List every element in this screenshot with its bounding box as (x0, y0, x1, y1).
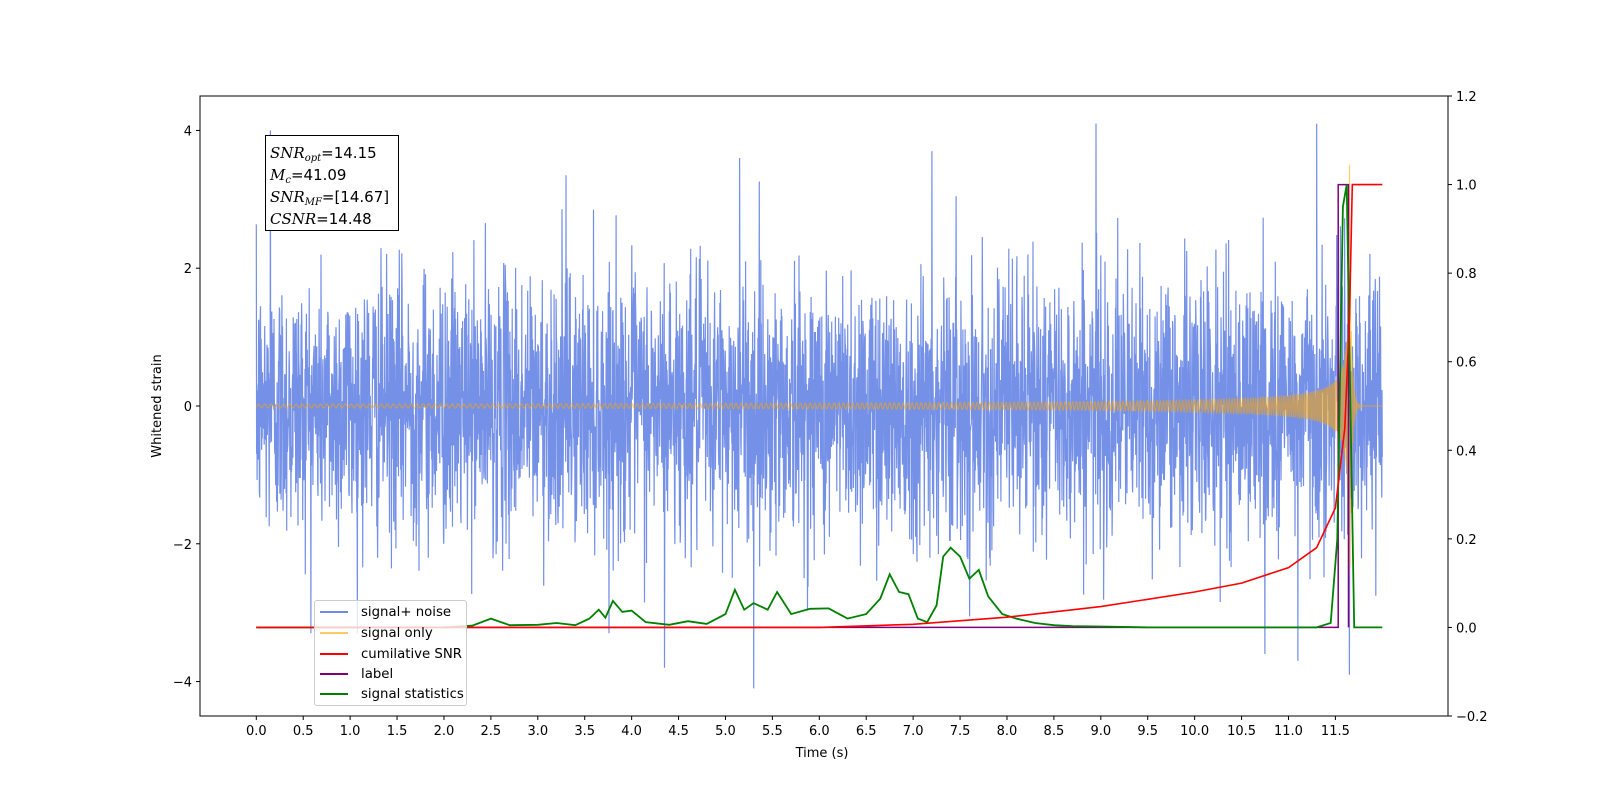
legend-item-cumulative-snr: cumilative SNR (320, 645, 462, 663)
x-tick-label: 5.0 (715, 724, 736, 739)
x-tick-label: 10.5 (1227, 724, 1256, 739)
snr-info-box: SNRopt=14.15 Mc=41.09 SNRMF=[14.67] CSNR… (265, 135, 399, 231)
series-signal-only-line (255, 164, 1383, 576)
legend-item-signal-statistics: signal statistics (320, 685, 464, 703)
y2-tick-label: 1.2 (1456, 90, 1477, 105)
legend-label: signal+ noise (361, 604, 452, 620)
x-tick-label: 8.0 (997, 724, 1018, 739)
x-tick-label: 4.0 (621, 724, 642, 739)
legend: signal+ noise signal only cumilative SNR… (314, 600, 467, 706)
legend-label: label (361, 666, 394, 682)
y-tick-label: 0 (184, 400, 192, 415)
y2-tick-label: 0.8 (1456, 267, 1477, 282)
x-tick-label: 7.0 (903, 724, 924, 739)
x-axis: 0.0 0.5 1.0 1.5 2.0 2.5 3.0 3.5 4.0 4.5 5.0 5.5 6.0 6… (246, 716, 1350, 739)
y-tick-label: −2 (173, 538, 192, 553)
legend-item-signal-only: signal only (320, 624, 433, 642)
y-tick-label: −4 (173, 676, 192, 691)
x-tick-label: 6.0 (809, 724, 830, 739)
y-axis-left: −4 −2 0 2 4 (173, 124, 200, 691)
x-axis-label: Time (s) (795, 746, 849, 761)
x-tick-label: 11.0 (1274, 724, 1303, 739)
x-tick-label: 8.5 (1044, 724, 1065, 739)
x-tick-label: 4.5 (668, 724, 689, 739)
x-tick-label: 11.5 (1321, 724, 1350, 739)
x-tick-label: 1.5 (387, 724, 408, 739)
chirp-mass-line: Mc=41.09 (270, 166, 347, 186)
y-axis-right: −0.2 0.0 0.2 0.4 0.6 0.8 1.0 1.2 (1448, 90, 1488, 725)
y-tick-label: 2 (184, 262, 192, 277)
legend-item-label: label (320, 665, 393, 683)
x-tick-label: 2.0 (434, 724, 455, 739)
legend-swatch (320, 611, 348, 613)
y2-tick-label: 0.0 (1456, 621, 1477, 636)
plot-area (255, 123, 1383, 689)
y2-tick-label: −0.2 (1456, 710, 1488, 725)
x-tick-label: 9.0 (1090, 724, 1111, 739)
series-signal-statistics-line (256, 184, 1383, 629)
series-signal-noise-line (255, 123, 1383, 689)
legend-swatch (320, 632, 348, 634)
x-tick-label: 1.0 (340, 724, 361, 739)
x-tick-label: 2.5 (481, 724, 502, 739)
legend-swatch (320, 653, 348, 655)
y2-tick-label: 1.0 (1456, 179, 1477, 194)
legend-label: signal only (361, 625, 433, 641)
x-tick-label: 9.5 (1137, 724, 1158, 739)
x-tick-label: 10.0 (1180, 724, 1209, 739)
x-tick-label: 3.0 (527, 724, 548, 739)
series-cumulative-snr-line (256, 183, 1383, 629)
y-axis-label: Whitened strain (150, 354, 165, 457)
x-tick-label: 0.0 (246, 724, 267, 739)
csnr-line: CSNR=14.48 (270, 210, 372, 228)
x-tick-label: 0.5 (293, 724, 314, 739)
legend-label: signal statistics (361, 686, 464, 702)
snr-mf-line: SNRMF=[14.67] (270, 188, 390, 208)
legend-swatch (320, 693, 348, 695)
legend-item-signal-noise: signal+ noise (320, 603, 451, 621)
y2-tick-label: 0.6 (1456, 356, 1477, 371)
legend-label: cumilative SNR (361, 646, 463, 662)
x-tick-label: 6.5 (856, 724, 877, 739)
x-tick-label: 7.5 (950, 724, 971, 739)
y2-tick-label: 0.2 (1456, 533, 1477, 548)
legend-swatch (320, 673, 348, 675)
snr-opt-line: SNRopt=14.15 (270, 144, 377, 164)
y-tick-label: 4 (184, 124, 192, 139)
y2-tick-label: 0.4 (1456, 444, 1477, 459)
x-tick-label: 5.5 (762, 724, 783, 739)
x-tick-label: 3.5 (574, 724, 595, 739)
